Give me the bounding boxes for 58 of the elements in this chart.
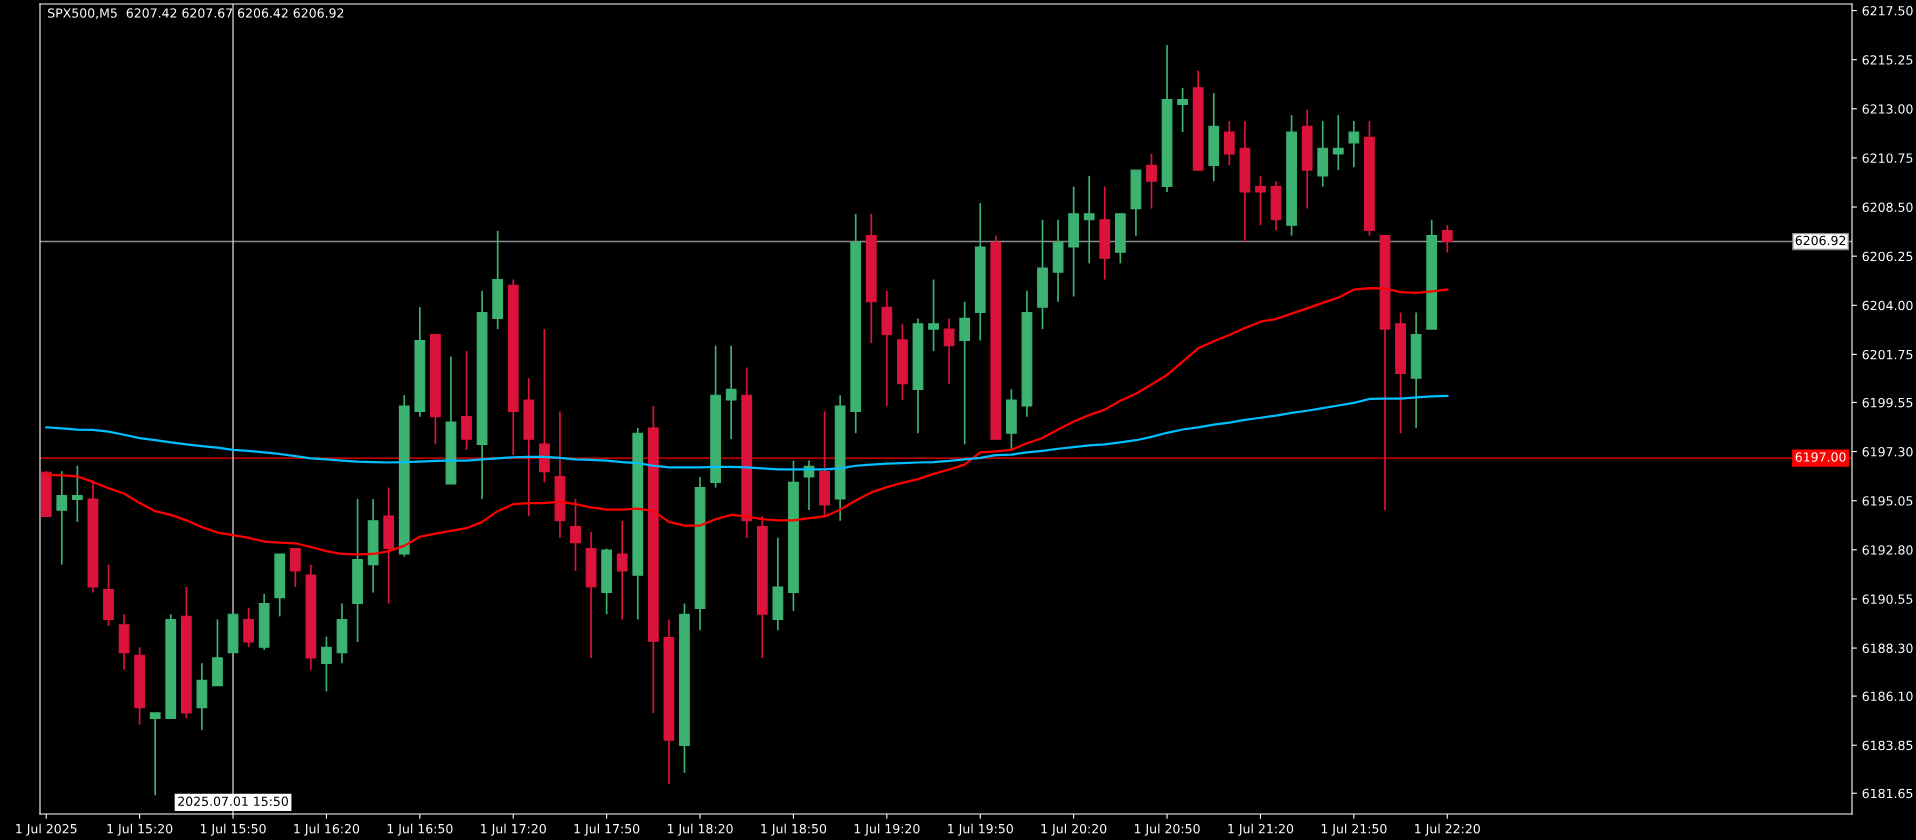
x-tick-label: 1 Jul 18:50: [761, 823, 827, 836]
candlestick: [943, 317, 955, 385]
x-tick-label: 1 Jul 16:20: [294, 823, 360, 836]
y-tick-label: 6204.00: [1862, 300, 1913, 311]
candlestick: [1255, 174, 1266, 227]
y-tick-label: 6186.10: [1862, 691, 1913, 702]
x-tick-label: 1 Jul 21:20: [1228, 823, 1294, 836]
x-tick-label: 1 Jul 21:50: [1321, 823, 1387, 836]
y-tick-label: 6188.30: [1862, 643, 1913, 653]
candlestick: [243, 606, 254, 649]
x-tick-label: 1 Jul 20:50: [1134, 823, 1200, 836]
candlestick: [1332, 114, 1344, 171]
ref-line-label: 2025.07.01 15:50: [178, 796, 288, 807]
y-tick-label: 6197.30: [1862, 447, 1913, 457]
candlestick: [289, 547, 301, 588]
y-tick-label: 6199.55: [1862, 397, 1913, 408]
candlestick: [149, 712, 161, 797]
candlestick: [1223, 120, 1235, 167]
candlestick: [1146, 153, 1157, 210]
chart-title: SPX500,M5 6207.42 6207.67 6206.42 6206.92: [48, 8, 344, 19]
x-tick-label: 1 Jul 20:20: [1041, 823, 1107, 836]
candlestick: [570, 498, 581, 572]
candlestick: [71, 464, 83, 523]
x-tick-label: 1 Jul 15:20: [107, 823, 173, 836]
y-tick-label: 6195.05: [1862, 496, 1913, 506]
candlestick: [1441, 224, 1453, 254]
ref-line-label: 6206.92: [1795, 235, 1846, 246]
candlestick: [725, 344, 737, 440]
y-tick-label: 6181.65: [1862, 788, 1913, 799]
y-tick-label: 6190.55: [1862, 594, 1913, 604]
y-tick-label: 6183.85: [1862, 740, 1913, 751]
x-tick-label: 1 Jul 22:20: [1415, 823, 1480, 836]
candlestick: [1177, 87, 1188, 133]
x-tick-label: 1 Jul 17:50: [574, 823, 640, 836]
x-tick-label: 1 Jul 17:20: [481, 823, 546, 836]
x-tick-label: 1 Jul 15:50: [200, 823, 266, 836]
y-tick-label: 6215.25: [1862, 55, 1913, 65]
x-tick-label: 1 Jul 18:20: [667, 823, 733, 836]
y-tick-label: 6213.00: [1862, 104, 1913, 114]
candlestick: [56, 470, 68, 566]
y-tick-label: 6206.25: [1862, 251, 1913, 262]
candlestick: [616, 519, 628, 621]
candlestick: [1348, 120, 1360, 169]
candlestick: [959, 300, 971, 446]
x-tick-label: 1 Jul 19:50: [948, 823, 1013, 836]
x-tick-label: 1 Jul 19:20: [854, 823, 920, 836]
y-tick-label: 6210.75: [1862, 153, 1913, 163]
candlestick: [928, 278, 939, 352]
candlestick: [321, 635, 332, 693]
candlestick: [1083, 174, 1095, 265]
y-tick-label: 6208.50: [1862, 202, 1913, 212]
x-tick-label: 1 Jul 16:50: [387, 823, 453, 836]
ref-line-label: 6197.00: [1795, 452, 1846, 462]
y-tick-label: 6217.50: [1862, 6, 1913, 16]
x-tick-label: 1 Jul 2025: [16, 823, 77, 836]
candlestick: [461, 350, 472, 451]
y-tick-label: 6201.75: [1862, 349, 1913, 360]
y-tick-label: 6192.80: [1862, 545, 1913, 555]
